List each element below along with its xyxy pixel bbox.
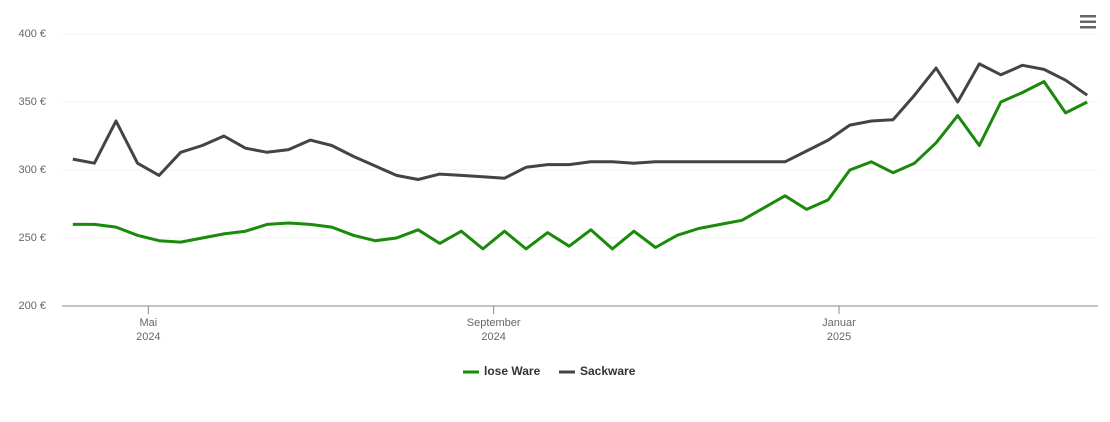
x-tick-label: 2025	[827, 331, 851, 343]
y-tick-label: 200 €	[18, 300, 46, 312]
y-tick-label: 250 €	[18, 232, 46, 244]
x-tick-label: 2024	[481, 331, 505, 343]
legend-label: Sackware	[580, 364, 636, 378]
y-tick-label: 300 €	[18, 164, 46, 176]
x-tick-label: Januar	[822, 317, 856, 329]
legend-label: lose Ware	[484, 364, 541, 378]
line-series	[72, 80, 1088, 251]
y-tick-label: 400 €	[18, 28, 46, 40]
line-series	[72, 62, 1089, 181]
menu-button[interactable]	[1080, 15, 1096, 29]
x-tick-label: 2024	[136, 331, 160, 343]
x-tick-label: September	[467, 317, 521, 329]
y-tick-label: 350 €	[18, 96, 46, 108]
x-tick-label: Mai	[139, 317, 157, 329]
